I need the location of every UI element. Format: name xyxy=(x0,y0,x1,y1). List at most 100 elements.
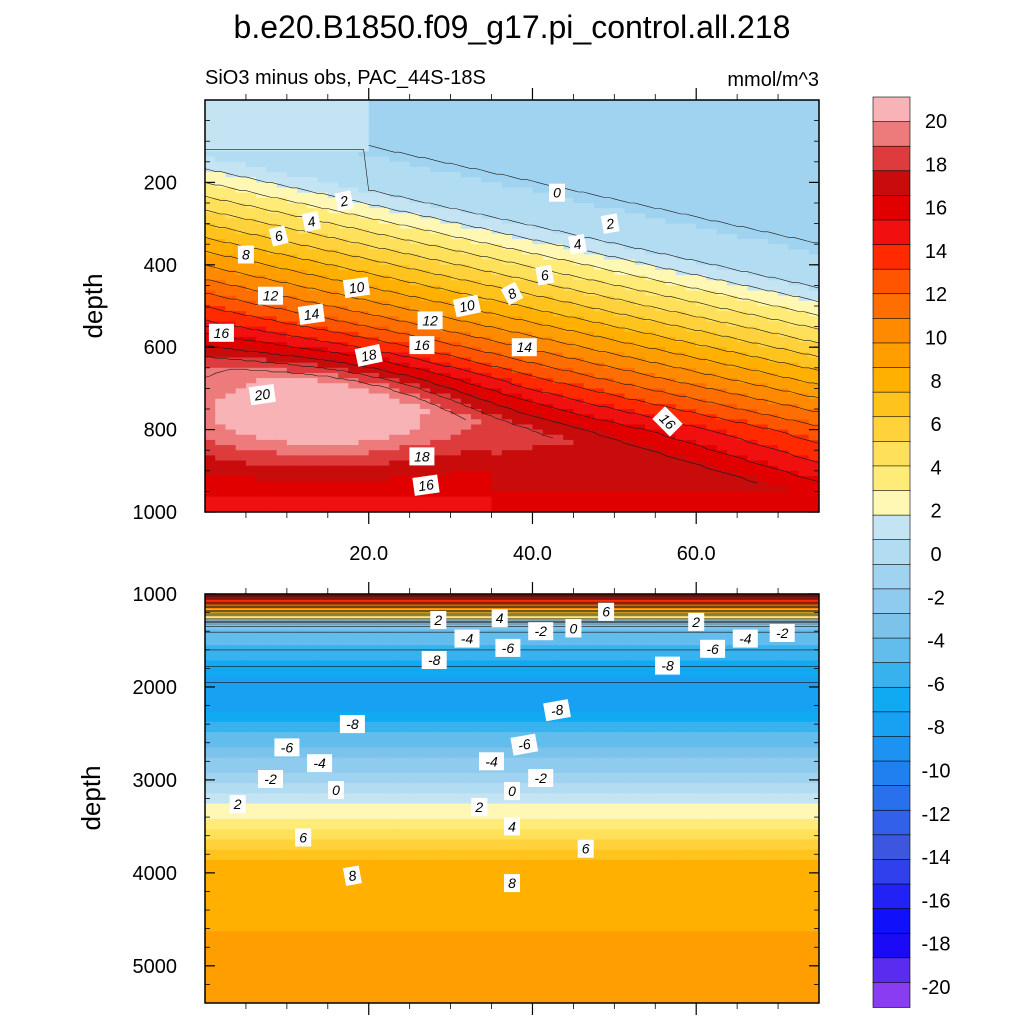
contour-cell xyxy=(665,295,677,302)
contour-cell xyxy=(604,424,615,431)
contour-cell xyxy=(368,316,380,323)
contour-cell xyxy=(778,249,789,256)
contour-cell xyxy=(655,398,667,405)
contour-cell xyxy=(532,372,544,379)
contour-cell xyxy=(471,409,482,415)
contour-cell xyxy=(604,125,615,132)
contour-cell xyxy=(604,460,615,467)
contour-cell xyxy=(655,172,667,178)
contour-cell xyxy=(798,223,810,230)
contour-cell xyxy=(798,342,810,348)
contour-cell xyxy=(317,239,329,245)
contour-cell xyxy=(788,141,800,147)
contour-cell xyxy=(297,403,308,410)
contour-cell xyxy=(358,172,370,178)
contour-cell xyxy=(542,419,554,426)
contour-cell xyxy=(450,357,462,364)
contour-cell xyxy=(655,367,667,374)
contour-cell xyxy=(512,233,523,240)
contour-cell xyxy=(706,501,718,508)
contour-cell xyxy=(450,100,462,106)
contour-cell xyxy=(726,383,738,389)
contour-cell xyxy=(716,414,728,420)
contour-cell xyxy=(327,455,339,462)
contour-cell xyxy=(706,465,718,472)
contour-cell xyxy=(522,465,534,472)
contour-cell xyxy=(205,316,216,323)
contour-cell xyxy=(430,146,441,153)
contour-cell xyxy=(317,151,329,158)
contour-cell xyxy=(358,393,370,400)
contour-label-text: 12 xyxy=(263,288,279,304)
contour-cell xyxy=(522,100,534,106)
contour-cell xyxy=(491,465,503,472)
contour-cell xyxy=(368,100,380,106)
contour-cell xyxy=(552,208,564,214)
contour-cell xyxy=(501,136,513,142)
contour-cell xyxy=(685,455,697,462)
contour-cell xyxy=(450,280,462,286)
contour-cell xyxy=(634,141,646,147)
contour-cell xyxy=(297,120,308,127)
contour-cell xyxy=(706,491,718,498)
contour-cell xyxy=(593,388,605,395)
contour-cell xyxy=(563,156,574,163)
contour-cell xyxy=(737,424,748,431)
contour-cell xyxy=(593,187,605,194)
contour-cell xyxy=(512,141,523,147)
contour-cell xyxy=(767,244,779,250)
contour-cell xyxy=(665,372,677,379)
contour-cell xyxy=(624,213,636,220)
contour-cell xyxy=(205,342,216,348)
contour-cell xyxy=(593,275,605,281)
contour-cell xyxy=(767,424,779,431)
contour-cell xyxy=(215,352,227,359)
contour-cell xyxy=(399,409,411,415)
contour-cell xyxy=(430,419,441,426)
contour-cell xyxy=(685,280,697,286)
contour-label-box xyxy=(409,336,435,355)
contour-cell xyxy=(757,141,769,147)
contour-cell xyxy=(276,244,288,250)
contour-cell xyxy=(297,445,308,451)
contour-cell xyxy=(552,414,564,420)
contour-cell xyxy=(767,491,779,498)
contour-cell xyxy=(788,403,800,410)
contour-cell xyxy=(317,419,329,426)
contour-cell xyxy=(297,239,308,245)
contour-cell xyxy=(368,439,380,446)
contour-cell xyxy=(808,460,819,467)
contour-cell xyxy=(808,398,819,405)
contour-cell xyxy=(256,151,267,158)
contour-cell xyxy=(297,249,308,256)
contour-cell xyxy=(522,146,534,153)
contour-cell xyxy=(512,125,523,132)
contour-cell xyxy=(348,331,360,338)
contour-cell xyxy=(338,378,349,384)
contour-cell xyxy=(788,424,800,431)
contour-cell xyxy=(522,481,534,487)
contour-cell xyxy=(256,120,267,127)
contour-cell xyxy=(767,208,779,214)
contour-cell xyxy=(276,455,288,462)
contour-cell xyxy=(389,321,401,328)
contour-cell xyxy=(645,378,656,384)
contour-cell xyxy=(389,228,401,235)
contour-cell xyxy=(378,429,390,436)
contour-cell xyxy=(798,264,810,271)
contour-cell xyxy=(645,161,656,168)
contour-cell xyxy=(307,372,319,379)
contour-cell xyxy=(593,455,605,462)
contour-cell xyxy=(737,254,748,261)
contour-cell xyxy=(327,342,339,348)
contour-cell xyxy=(655,439,667,446)
contour-cell xyxy=(358,326,370,333)
contour-cell xyxy=(440,321,452,328)
contour-cell xyxy=(634,125,646,132)
contour-cell xyxy=(481,203,493,209)
contour-label-text: 18 xyxy=(414,448,430,464)
contour-cell xyxy=(317,269,329,276)
contour-cell xyxy=(399,110,411,117)
contour-cell xyxy=(552,259,564,266)
